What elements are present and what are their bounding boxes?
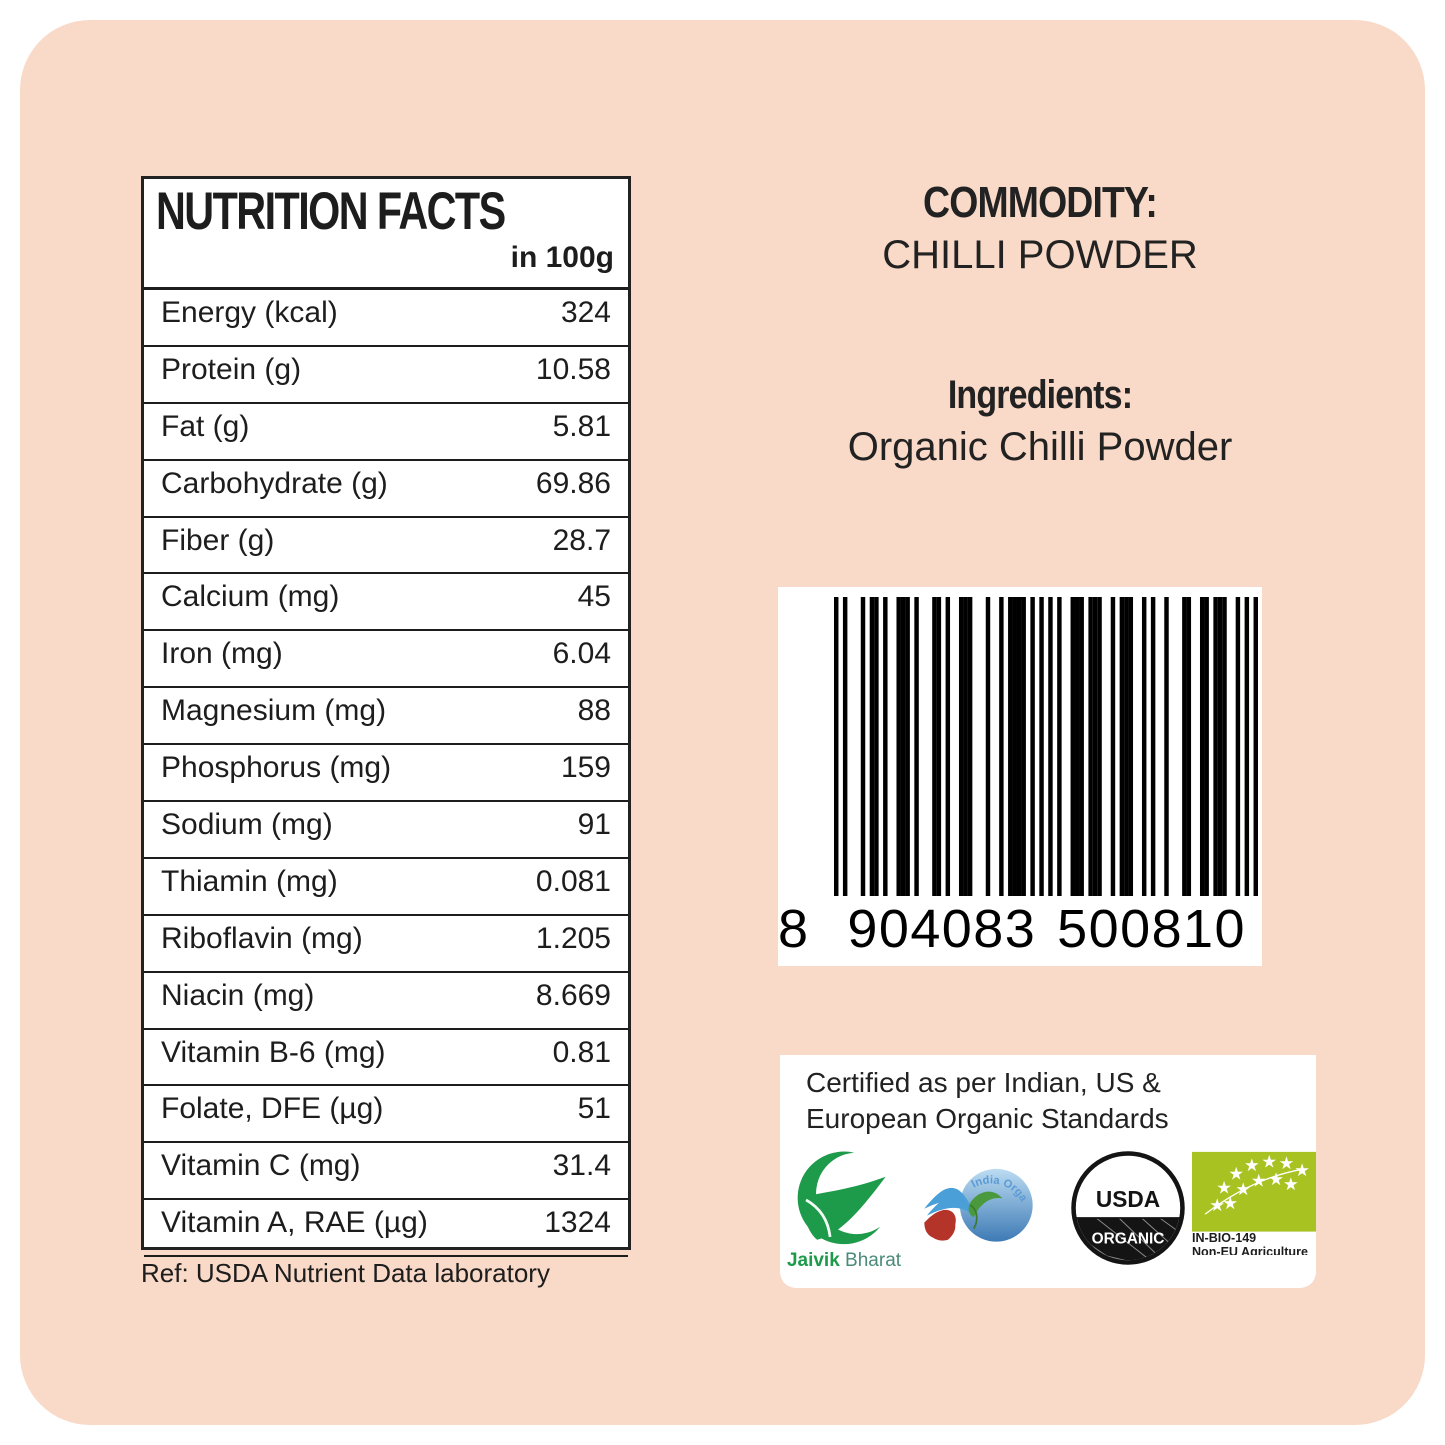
svg-text:ORGANIC: ORGANIC: [1092, 1230, 1165, 1247]
svg-text:Non-EU Agriculture: Non-EU Agriculture: [1192, 1245, 1308, 1255]
svg-text:★: ★: [1268, 1169, 1284, 1189]
svg-text:IN-BIO-149: IN-BIO-149: [1192, 1231, 1256, 1245]
svg-text:★: ★: [1283, 1174, 1299, 1194]
svg-text:USDA: USDA: [1096, 1186, 1160, 1212]
